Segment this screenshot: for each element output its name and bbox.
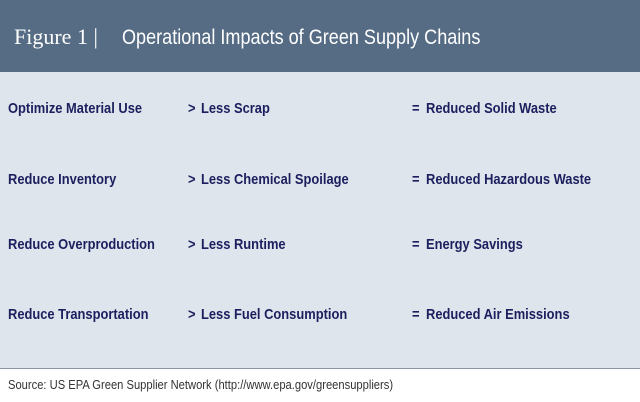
action: Optimize Material Use: [8, 100, 143, 117]
effect: Less Fuel Consumption: [201, 306, 348, 323]
effect: Less Chemical Spoilage: [201, 171, 349, 188]
outcome: Reduced Solid Waste: [426, 100, 557, 117]
effect: Less Scrap: [201, 100, 270, 117]
outcome: Energy Savings: [426, 236, 523, 253]
action: Reduce Overproduction: [8, 236, 155, 253]
equals-symbol: =: [412, 171, 420, 188]
figure-title: Operational Impacts of Green Supply Chai…: [122, 26, 481, 49]
effect: Less Runtime: [201, 236, 286, 253]
arrow-symbol: >: [188, 100, 196, 117]
arrow-symbol: >: [188, 306, 196, 323]
equals-symbol: =: [412, 236, 420, 253]
equals-symbol: =: [412, 100, 420, 117]
source-note: Source: US EPA Green Supplier Network (h…: [8, 377, 394, 392]
table-body: Optimize Material Use > Less Scrap = Reduced…: [0, 72, 640, 369]
arrow-symbol: >: [188, 171, 196, 188]
action: Reduce Transportation: [8, 306, 149, 323]
header-band: Figure 1 | Operational Impacts of Green …: [0, 0, 640, 72]
figure-label: Figure 1 |: [14, 24, 98, 49]
outcome: Reduced Air Emissions: [426, 306, 570, 323]
outcome: Reduced Hazardous Waste: [426, 171, 592, 188]
equals-symbol: =: [412, 306, 420, 323]
action: Reduce Inventory: [8, 171, 117, 188]
arrow-symbol: >: [188, 236, 196, 253]
